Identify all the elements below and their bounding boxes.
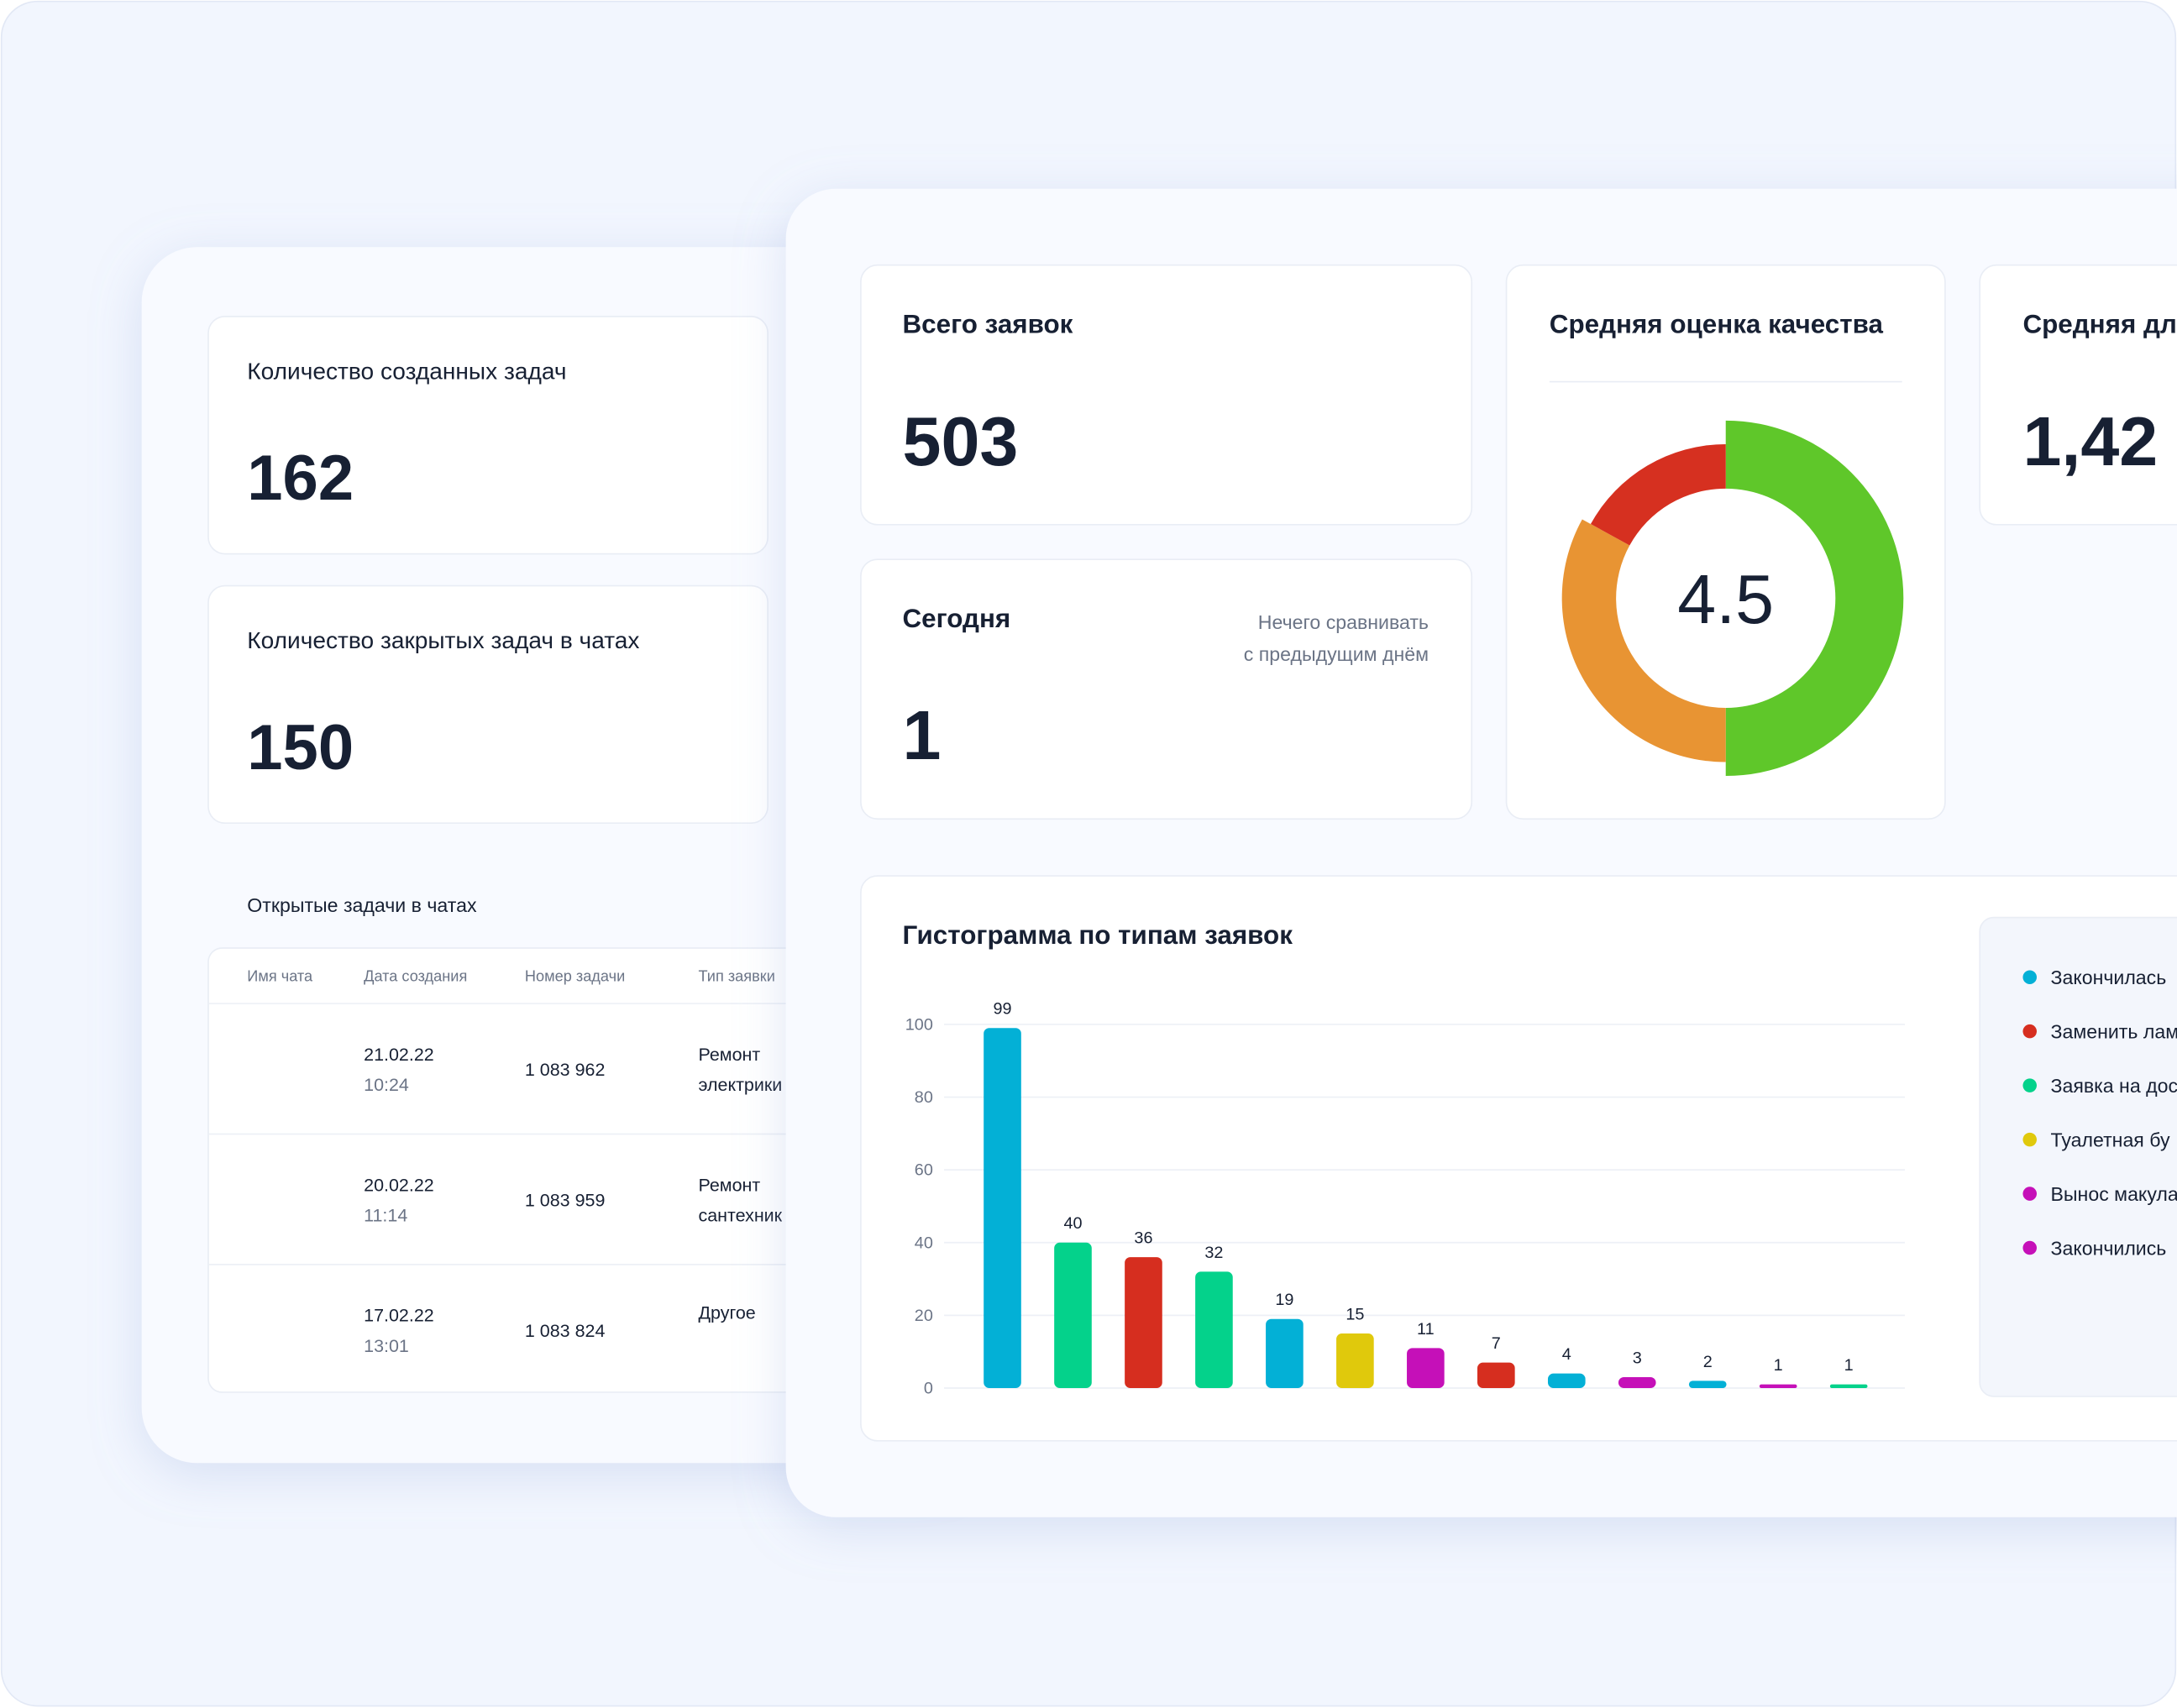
right-content: Всего заявок 503 Сегодня Нечего сравнивать с…	[860, 264, 2177, 1442]
bar	[984, 1028, 1021, 1388]
task-number: 1 083 959	[525, 1190, 606, 1210]
y-tick-label: 0	[924, 1380, 933, 1398]
task-type: электрики	[699, 1075, 783, 1095]
bar	[1829, 1384, 1868, 1388]
legend-marker	[2022, 1024, 2037, 1039]
donut-segment	[1725, 420, 1904, 777]
date: 20.02.22	[364, 1175, 434, 1195]
card	[207, 584, 769, 825]
card	[860, 558, 1473, 820]
data-label: 3	[1633, 1349, 1642, 1367]
y-tick-label: 40	[915, 1234, 933, 1252]
card-title: Количество закрытых задач в чатах	[247, 627, 639, 653]
time: 10:24	[364, 1075, 409, 1095]
y-tick-label: 100	[905, 1016, 933, 1035]
legend-marker	[2022, 1187, 2037, 1201]
legend-label: Закончилась	[2051, 967, 2167, 988]
card-title: Сегодня	[902, 604, 1010, 633]
table	[207, 947, 821, 1393]
data-label: 1	[1844, 1356, 1854, 1375]
data-label: 32	[1204, 1244, 1223, 1262]
legend-label: Заменить лам	[2051, 1020, 2177, 1042]
legend-label: Вынос макула	[2051, 1183, 2177, 1205]
comparison-note: с предыдущим днём	[1244, 643, 1429, 665]
date: 21.02.22	[364, 1045, 434, 1065]
y-tick-label: 80	[915, 1088, 933, 1107]
data-label: 99	[993, 1000, 1011, 1019]
bar	[1407, 1348, 1445, 1388]
bar	[1266, 1318, 1304, 1388]
legend-marker	[2022, 1132, 2037, 1147]
data-label: 7	[1492, 1334, 1501, 1353]
card	[860, 875, 2177, 1442]
card-value: 1,42	[2022, 402, 2158, 480]
card-value: 503	[902, 402, 1018, 480]
chart-title: Средняя оценка качества	[1550, 310, 1884, 339]
time: 13:01	[364, 1336, 409, 1356]
bar	[1125, 1257, 1162, 1388]
column-header: Имя чата	[247, 968, 313, 985]
task-type: Ремонт	[699, 1045, 761, 1065]
column-header: Тип заявки	[699, 968, 775, 985]
task-number: 1 083 962	[525, 1060, 606, 1080]
legend-marker	[2022, 970, 2037, 984]
bar	[1477, 1362, 1515, 1388]
bar	[1054, 1242, 1092, 1388]
card-value: 150	[247, 712, 354, 783]
card	[1979, 264, 2177, 526]
card-title: Всего заявок	[902, 310, 1073, 339]
y-tick-label: 60	[915, 1161, 933, 1180]
bar	[1195, 1271, 1233, 1388]
task-type: сантехник	[699, 1206, 783, 1226]
comparison-note: Нечего сравнивать	[1258, 611, 1429, 633]
task-number: 1 083 824	[525, 1321, 606, 1341]
left-content: Количество созданных задач 162 Количество …	[207, 316, 821, 1393]
data-label: 11	[1417, 1320, 1435, 1339]
legend-label: Заявка на дос	[2051, 1075, 2177, 1097]
data-label: 15	[1346, 1305, 1364, 1323]
column-header: Дата создания	[364, 968, 467, 985]
legend-marker	[2022, 1078, 2037, 1092]
card-value: 1	[902, 696, 941, 774]
chart-title: Гистограмма по типам заявок	[902, 920, 1293, 950]
card	[207, 316, 769, 555]
card	[860, 264, 1473, 526]
data-label: 1	[1774, 1356, 1783, 1375]
legend-label: Закончились	[2051, 1237, 2167, 1259]
bar	[1688, 1381, 1727, 1388]
data-label: 19	[1275, 1291, 1293, 1309]
donut-segment	[1590, 443, 1726, 546]
card-value: 162	[247, 443, 354, 514]
task-type: Другое	[699, 1302, 756, 1323]
legend-label: Туалетная бу	[2051, 1129, 2170, 1150]
card-title: Количество созданных задач	[247, 358, 566, 384]
data-label: 40	[1063, 1214, 1082, 1233]
bar	[1547, 1373, 1586, 1388]
donut-segment	[1561, 519, 1726, 762]
date: 17.02.22	[364, 1306, 434, 1326]
legend-box	[1979, 916, 2177, 1397]
column-header: Номер задачи	[525, 968, 625, 985]
donut-center-label: 4.5	[1677, 560, 1774, 638]
bar	[1618, 1376, 1656, 1388]
bar	[1759, 1384, 1797, 1388]
data-label: 36	[1134, 1229, 1152, 1248]
table-title: Открытые задачи в чатах	[247, 894, 477, 916]
legend-marker	[2022, 1240, 2037, 1255]
card-title: Средняя дл	[2022, 310, 2176, 339]
y-tick-label: 20	[915, 1307, 933, 1325]
task-type: Ремонт	[699, 1175, 761, 1195]
data-label: 4	[1562, 1345, 1571, 1364]
data-label: 2	[1703, 1353, 1713, 1371]
bar	[1336, 1333, 1374, 1388]
time: 11:14	[364, 1206, 407, 1226]
